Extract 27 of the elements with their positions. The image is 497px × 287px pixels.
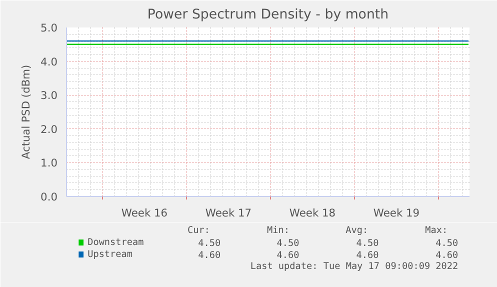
text: 4.50: [356, 238, 380, 249]
text: Last update: Tue May 17 09:00:09 2022: [250, 261, 458, 272]
chart-title: Power Spectrum Density - by month: [147, 8, 389, 22]
text: 4.50: [276, 238, 300, 249]
y-tick-label: 5.0: [40, 22, 58, 34]
legend-label: Upstream: [88, 249, 133, 260]
text: Avg:: [346, 225, 368, 236]
y-tick-label: 4.0: [40, 55, 58, 68]
y-tick-label: 2.0: [40, 122, 58, 136]
text: Max:: [425, 225, 448, 236]
y-axis-title: Actual PSD (dBm): [20, 64, 33, 160]
text: 4.50: [198, 238, 221, 249]
text: Cur:: [188, 225, 210, 236]
text: 4.60: [198, 250, 221, 261]
y-tick-label: 0.0: [40, 190, 58, 204]
y-tick-label: 1.0: [40, 156, 58, 170]
text: Min:: [267, 225, 290, 236]
y-tick-label: 3.0: [40, 89, 58, 102]
text: 4.60: [356, 250, 380, 261]
x-tick-label: Week 17: [205, 206, 252, 220]
x-tick-label: Week 18: [289, 206, 336, 220]
legend-label: Downstream: [88, 237, 144, 248]
text: 4.60: [276, 250, 300, 261]
x-tick-label: Week 19: [373, 206, 420, 220]
text: 4.60: [436, 250, 459, 261]
x-tick-label: Week 16: [121, 206, 168, 220]
text: 4.50: [436, 238, 459, 249]
